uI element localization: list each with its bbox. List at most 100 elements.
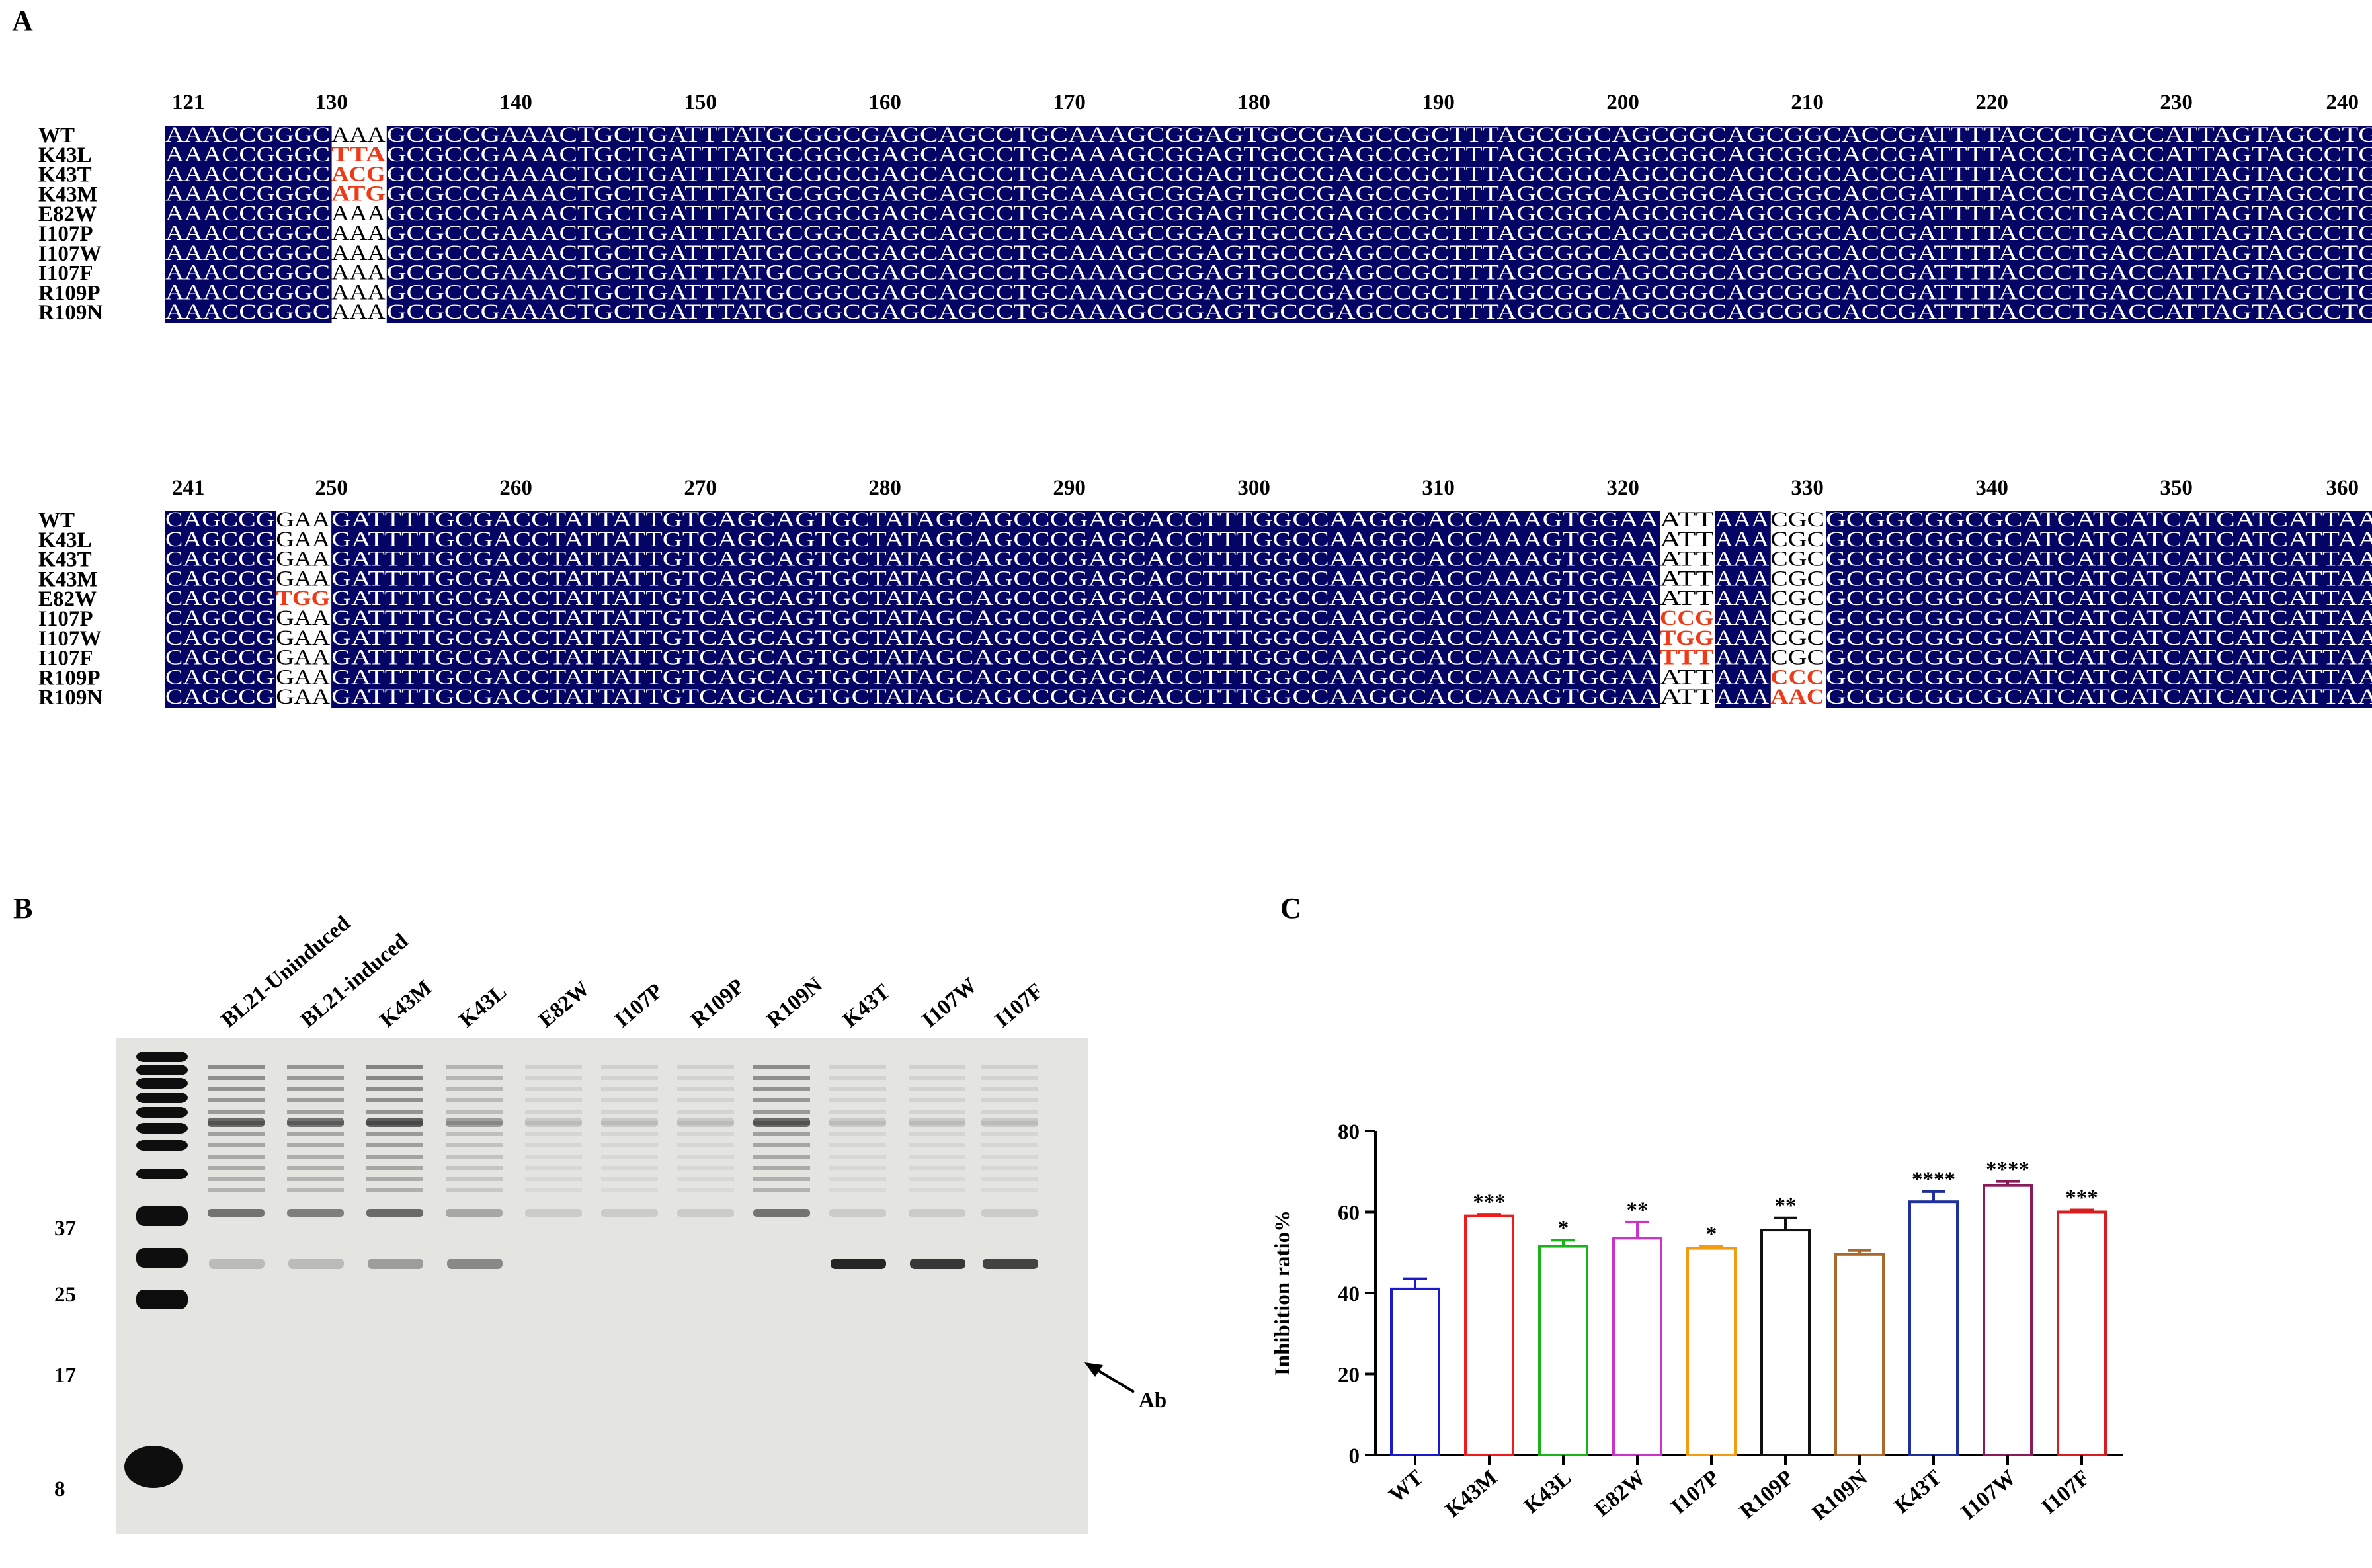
ladder-band xyxy=(136,1169,188,1179)
conserved-region xyxy=(1826,589,2372,610)
conserved-region xyxy=(1715,589,1771,610)
sequence-segment: AAACCGGGC xyxy=(165,222,330,245)
ladder-band xyxy=(136,1290,188,1309)
gel-band xyxy=(677,1121,734,1125)
sequence-segment: GATTTTGCGACCTATTATTGTCAGCAGTGCTATAGCAGCC… xyxy=(331,626,1658,650)
lane-label: BL21-Uninduced xyxy=(217,911,355,1032)
sequence-segment: AAA xyxy=(1715,587,1770,610)
position-number: 240 xyxy=(2326,91,2359,114)
sequence-segment: GCGCCGAAACTGCTGATTTATGCGGCGAGCAGCCTGCAAA… xyxy=(387,222,2372,245)
conserved-region xyxy=(165,165,332,185)
target-band xyxy=(447,1259,503,1269)
gel-band xyxy=(753,1110,810,1114)
gel-band xyxy=(287,1155,344,1159)
sequence-segment: GCGGCGGCGCATCATCATCATCATCATTAA xyxy=(1826,528,2372,552)
conserved-region xyxy=(1826,628,2372,649)
gel-band xyxy=(287,1065,344,1069)
sequence-segment: AAA xyxy=(331,261,386,285)
sequence-segment: GCGCCGAAACTGCTGATTTATGCGGCGAGCAGCCTGCAAA… xyxy=(387,182,2372,206)
sequence-label: R109P xyxy=(38,666,101,690)
gel-band xyxy=(753,1209,810,1217)
conserved-region xyxy=(165,688,276,708)
gel-band xyxy=(981,1209,1038,1217)
gel-band xyxy=(287,1118,344,1127)
bar xyxy=(1612,1237,1662,1456)
sequence-segment: GATTTTGCGACCTATTATTGTCAGCAGTGCTATAGCAGCC… xyxy=(331,606,1658,630)
position-number: 300 xyxy=(1237,476,1270,500)
arrow-label: Ab xyxy=(1139,1389,1166,1413)
conserved-region xyxy=(165,628,276,649)
gel-band xyxy=(525,1155,582,1159)
conserved-region xyxy=(165,550,276,570)
conserved-region xyxy=(165,204,332,225)
sequence-segment: GCGGCGGCGCATCATCATCATCATCATTAA xyxy=(1826,626,2372,650)
gel-band xyxy=(981,1087,1038,1091)
sequence-segment: CGC xyxy=(1770,567,1824,591)
gel-band xyxy=(525,1166,582,1170)
sequence-segment: CGC xyxy=(1770,606,1824,630)
x-tick-label: I107P xyxy=(1667,1466,1724,1520)
sequence-segment: GCGCCGAAACTGCTGATTTATGCGGCGAGCAGCCTGCAAA… xyxy=(387,163,2372,186)
conserved-region xyxy=(386,283,2372,304)
gel-band xyxy=(829,1118,886,1127)
gel-band xyxy=(677,1076,734,1080)
gel-band xyxy=(601,1087,658,1091)
gel-band xyxy=(753,1132,810,1136)
x-tick-label: R109P xyxy=(1735,1466,1798,1524)
gel-band xyxy=(909,1143,965,1147)
position-number: 160 xyxy=(868,91,901,114)
sequence-segment: CAGCCG xyxy=(165,665,274,689)
conserved-region xyxy=(331,609,1660,630)
sequence-segment: GCGCCGAAACTGCTGATTTATGCGGCGAGCAGCCTGCAAA… xyxy=(387,143,2372,167)
gel-band xyxy=(601,1065,658,1069)
sequence-segment: GAA xyxy=(276,626,330,650)
gel-band xyxy=(909,1188,965,1192)
sequence-segment: AAACCGGGC xyxy=(165,280,330,304)
sequence-segment: GATTTTGCGACCTATTATTGTCAGCAGTGCTATAGCAGCC… xyxy=(331,665,1658,689)
sequence-segment: GCGGCGGCGCATCATCATCATCATCATTAA xyxy=(1826,567,2372,591)
sequence-segment: AAA xyxy=(331,202,386,226)
sequence-segment: AAA xyxy=(1715,626,1770,650)
bar xyxy=(1686,1247,1737,1456)
sequence-segment: AAACCGGGC xyxy=(165,202,330,226)
lane-label: I107F xyxy=(991,979,1047,1033)
sequence-segment: ATT xyxy=(1660,508,1714,532)
ladder-band xyxy=(136,1093,188,1103)
gel-band xyxy=(287,1110,344,1114)
gel-band xyxy=(208,1143,265,1147)
sequence-segment: AAA xyxy=(331,222,386,245)
gel-band xyxy=(208,1209,265,1217)
gel-band xyxy=(208,1177,265,1181)
sequence-segment: ATT xyxy=(1660,587,1714,610)
gel-band xyxy=(601,1118,658,1127)
target-band xyxy=(831,1259,886,1269)
y-tick-label: 0 xyxy=(1349,1444,1360,1468)
lane-label: K43M xyxy=(376,976,436,1032)
conserved-region xyxy=(1826,609,2372,630)
sequence-segment: CAGCCG xyxy=(165,508,274,532)
gel-band xyxy=(829,1188,886,1192)
sequence-segment: GCGGCGGCGCATCATCATCATCATCATTAA xyxy=(1826,548,2372,571)
sequence-segment: CAGCCG xyxy=(165,587,274,610)
position-number: 220 xyxy=(1975,91,2008,114)
gel-band xyxy=(525,1121,582,1125)
significance-label: * xyxy=(1706,1223,1717,1247)
sequence-segment: AAA xyxy=(1715,567,1770,591)
conserved-region xyxy=(165,569,276,590)
gel-band xyxy=(287,1177,344,1181)
sequence-label: I107P xyxy=(38,222,93,246)
gel-band xyxy=(446,1087,503,1091)
gel-band xyxy=(366,1118,423,1127)
target-band xyxy=(983,1259,1038,1269)
gel-band xyxy=(677,1177,734,1181)
sequence-label: I107F xyxy=(38,647,93,671)
conserved-region xyxy=(386,263,2372,284)
sequence-segment: CGC xyxy=(1770,508,1824,532)
sequence-segment: ATT xyxy=(1660,548,1714,571)
conserved-region xyxy=(386,224,2372,245)
gel-band xyxy=(829,1121,886,1125)
gel-band xyxy=(909,1166,965,1170)
gel-band xyxy=(829,1065,886,1069)
conserved-region xyxy=(386,303,2372,323)
